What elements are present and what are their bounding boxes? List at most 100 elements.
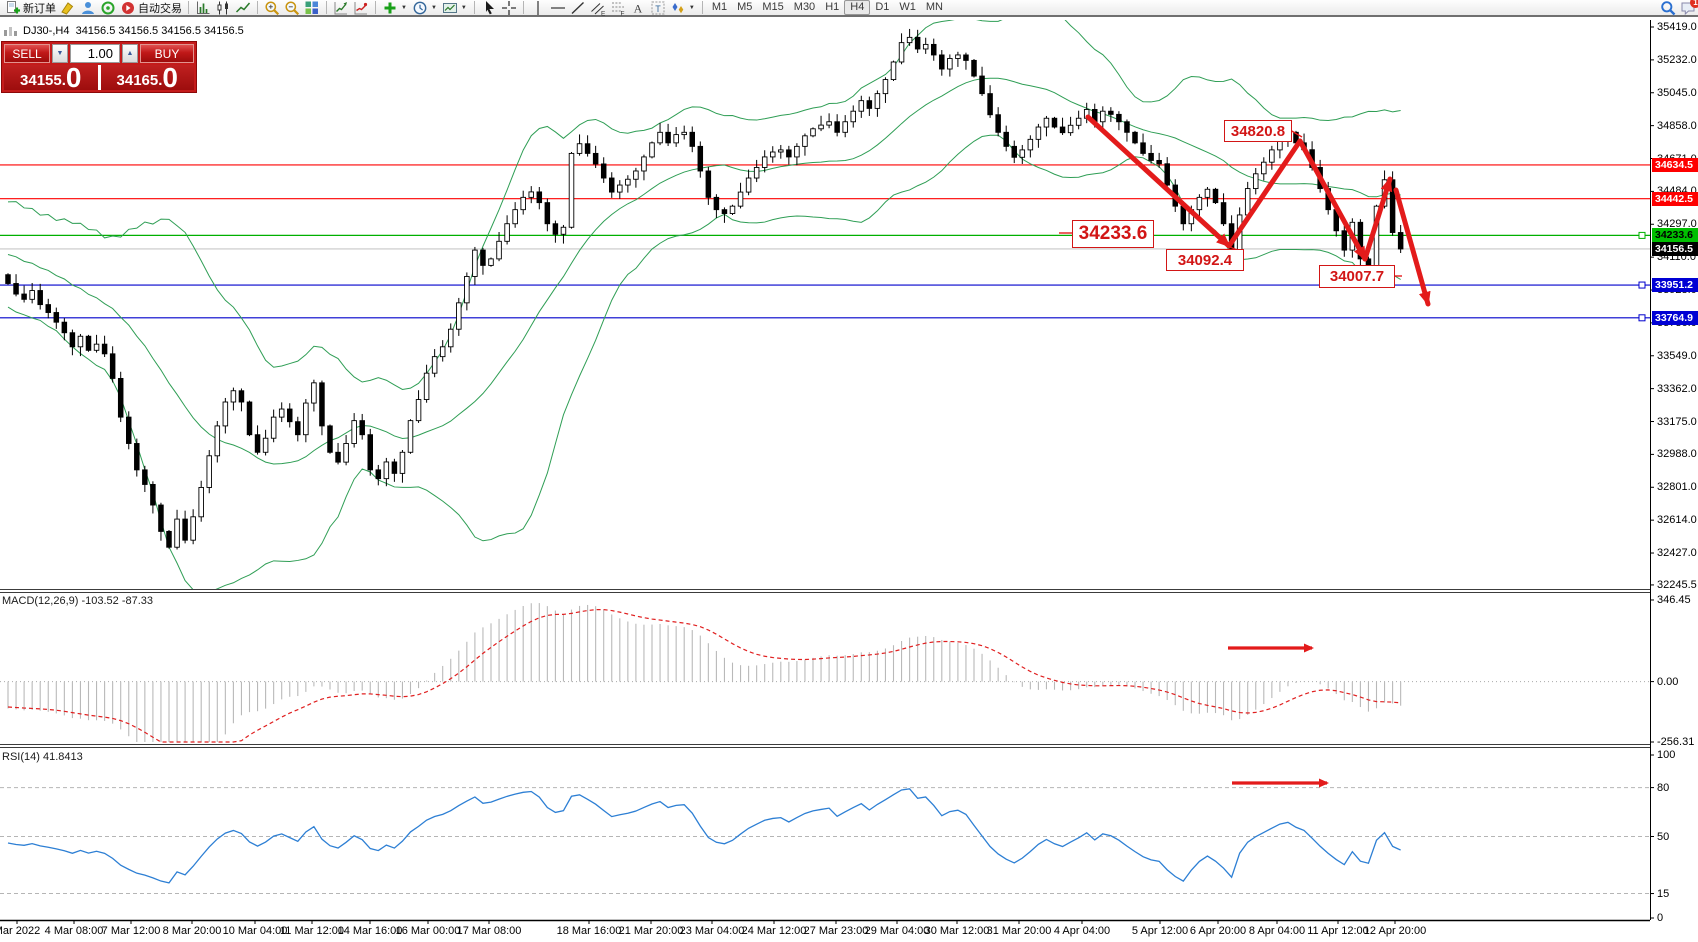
profile-icon[interactable]	[78, 0, 98, 16]
price-axis-tick: 33362.0	[1657, 382, 1697, 395]
time-axis-label: 11 Mar 12:00	[279, 925, 345, 937]
svg-text:E: E	[601, 10, 606, 16]
annotation-price-tag[interactable]: 34092.4	[1166, 249, 1244, 271]
timeframe-button-m1[interactable]: M1	[711, 1, 728, 13]
buy-button[interactable]: BUY	[140, 44, 194, 63]
time-axis-label: 5 Apr 12:00	[1131, 925, 1189, 937]
indicators-icon[interactable]	[331, 0, 351, 16]
template-icon[interactable]: ▼	[440, 0, 470, 16]
candlestick-chart-icon[interactable]	[213, 0, 233, 16]
price-axis-label: 34156.5	[1652, 241, 1698, 256]
toolbar-separator	[522, 1, 524, 14]
dropdown-arrow-icon[interactable]: ▼	[430, 4, 437, 11]
dropdown-arrow-icon[interactable]: ▼	[401, 4, 407, 11]
price-axis-tick: 32614.0	[1657, 514, 1697, 527]
text-icon[interactable]: A	[628, 0, 648, 16]
signal-icon[interactable]	[98, 0, 118, 16]
dropdown-arrow-icon[interactable]: ▼	[460, 4, 467, 11]
price-axis-label: 34233.6	[1652, 228, 1698, 243]
price-axis-tick: 34858.0	[1657, 119, 1697, 132]
rsi-axis-tick: 0	[1657, 912, 1664, 924]
marker-icon[interactable]	[58, 0, 78, 16]
horizontal-line-icon	[550, 0, 566, 16]
svg-text:T: T	[655, 3, 661, 13]
time-axis-label: 21 Mar 20:00	[618, 925, 684, 937]
time-axis[interactable]	[0, 921, 1650, 942]
svg-text:F: F	[620, 10, 624, 16]
time-axis-label: 4 Apr 04:00	[1053, 925, 1111, 937]
annotation-price-tag[interactable]: 34233.6	[1072, 220, 1154, 248]
add-indicator-icon	[382, 0, 398, 16]
notifications-icon[interactable]: 1	[1678, 0, 1698, 16]
zoom-out-icon[interactable]	[282, 0, 302, 16]
toolbar-separator	[701, 1, 703, 14]
time-axis-label: 7 Mar 12:00	[101, 925, 161, 937]
bar-chart-icon[interactable]	[193, 0, 213, 16]
timeframe-button-h4[interactable]: H4	[844, 0, 871, 15]
trendline-icon[interactable]	[568, 0, 588, 16]
crosshair-icon[interactable]	[499, 0, 519, 16]
period-icon	[412, 0, 428, 16]
objects-list-icon	[353, 0, 369, 16]
price-axis-tick: 32988.0	[1657, 448, 1697, 461]
equidistant-channel-icon[interactable]: E	[588, 0, 608, 16]
timeframe-button-m5[interactable]: M5	[737, 1, 753, 13]
crosshair-icon	[501, 0, 517, 16]
volume-decrease-button[interactable]: ▼	[52, 44, 68, 63]
new-order-button[interactable]: 新订单	[3, 0, 58, 16]
macd-axis-tick: -256.31	[1657, 735, 1695, 748]
svg-text:A: A	[634, 1, 643, 15]
notification-badge: 1	[1690, 0, 1698, 8]
line-chart-icon[interactable]	[233, 0, 253, 16]
annotation-price-tag[interactable]: 34820.8	[1224, 120, 1292, 142]
timeframe-button-w1[interactable]: W1	[899, 1, 916, 13]
horizontal-line-icon[interactable]	[548, 0, 568, 16]
bollinger-bands	[7, 20, 1401, 589]
vertical-line-icon[interactable]	[528, 0, 548, 16]
add-indicator-icon[interactable]: ▼	[380, 0, 410, 16]
price-axis-tick: 35045.0	[1657, 86, 1697, 99]
volume-input[interactable]: 1.00	[70, 44, 120, 63]
shapes-icon[interactable]: ▼	[668, 0, 698, 16]
time-axis-label: 23 Mar 04:00	[679, 925, 745, 937]
volume-increase-button[interactable]: ▲	[122, 44, 138, 63]
period-icon[interactable]: ▼	[410, 0, 440, 16]
sell-button[interactable]: SELL	[4, 44, 50, 63]
timeframe-button-m30[interactable]: M30	[793, 1, 816, 13]
profile-icon	[80, 0, 96, 16]
rsi-panel	[0, 787, 1650, 895]
cursor-icon[interactable]	[479, 0, 499, 16]
search-icon[interactable]	[1658, 0, 1678, 16]
panel-frames	[0, 20, 1654, 924]
timeframe-button-mn[interactable]: MN	[925, 1, 943, 13]
zoom-in-icon	[264, 0, 280, 16]
time-axis-label: 8 Apr 04:00	[1248, 925, 1306, 937]
macd-panel	[0, 603, 1650, 743]
dropdown-arrow-icon[interactable]: ▼	[688, 4, 695, 11]
buy-price[interactable]: 34165. 0	[100, 64, 194, 92]
timeframe-button-d1[interactable]: D1	[875, 1, 890, 13]
timeframe-button-m15[interactable]: M15	[762, 1, 784, 13]
timeframe-button-h1[interactable]: H1	[825, 1, 840, 13]
toolbar-separator	[257, 1, 258, 14]
trend-annotation-arrows	[1059, 114, 1431, 788]
text-label-icon[interactable]: T	[648, 0, 668, 16]
notifications-icon: 1	[1680, 0, 1698, 16]
toolbar-separator	[473, 1, 475, 14]
main-toolbar: 新订单 自动交易 ▼ ▼ ▼ E F A T ▼ M1 M5 M15 M30 H1 H4 D1 W1 MN 1	[0, 0, 1698, 17]
zoom-out-icon	[284, 0, 300, 16]
marker-icon	[60, 0, 76, 16]
tile-windows-icon[interactable]	[302, 0, 322, 16]
sell-price[interactable]: 34155. 0	[4, 64, 98, 92]
objects-list-icon[interactable]	[351, 0, 371, 16]
toolbar-separator	[375, 1, 376, 14]
price-axis-tick: 33175.0	[1657, 415, 1697, 428]
annotation-price-tag[interactable]: 34007.7	[1319, 265, 1395, 288]
auto-trading-button[interactable]: 自动交易	[118, 0, 184, 16]
one-click-trading-panel: SELL ▼ 1.00 ▲ BUY 34155. 0 34165. 0	[1, 41, 197, 93]
price-axis-label: 33764.9	[1652, 310, 1698, 325]
zoom-in-icon[interactable]	[262, 0, 282, 16]
price-axis[interactable]	[1650, 20, 1698, 920]
fibonacci-icon[interactable]: F	[608, 0, 628, 16]
